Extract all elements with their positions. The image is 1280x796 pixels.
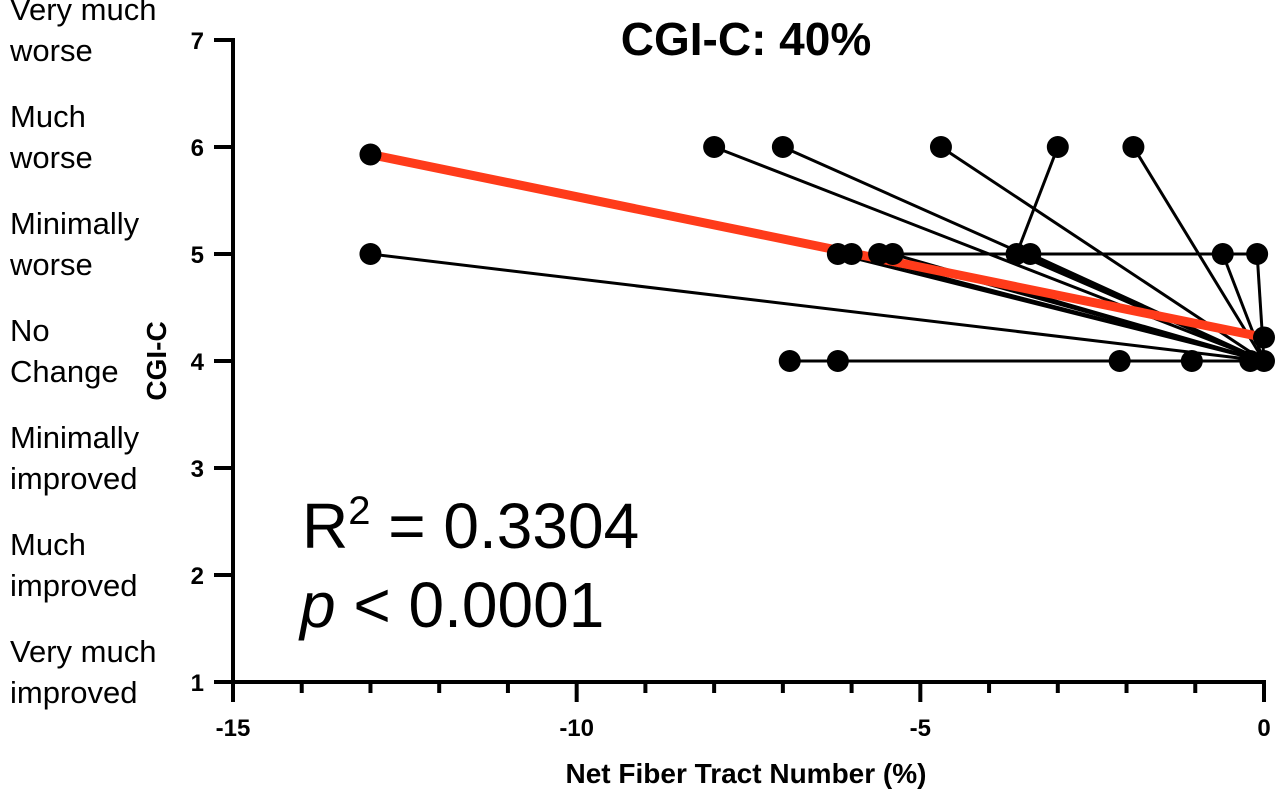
data-segment — [1029, 252, 1265, 363]
data-point — [1246, 243, 1269, 265]
y-tick-label: 7 — [191, 28, 204, 55]
regression-line — [365, 149, 1269, 342]
x-tick-label: -10 — [559, 715, 594, 742]
y-category-label-line2: improved — [10, 461, 138, 496]
data-point — [1122, 136, 1145, 158]
y-tick-label: 6 — [191, 135, 204, 162]
x-tick-label: 0 — [1257, 715, 1270, 742]
y-category-label-line1: Very much — [10, 0, 156, 27]
data-point — [1019, 243, 1042, 265]
x-axis-title: Net Fiber Tract Number (%) — [566, 758, 927, 789]
data-point — [1180, 350, 1203, 372]
p-value: < 0.0001 — [336, 569, 605, 641]
x-tick-label: -5 — [910, 715, 931, 742]
data-point — [771, 136, 794, 158]
y-ticks: 1 2 3 4 5 6 7 — [191, 28, 233, 697]
data-segment — [370, 252, 1265, 363]
y-tick-label: 2 — [191, 563, 204, 590]
data-point — [703, 136, 726, 158]
y-axis-title: CGI-C — [141, 321, 172, 400]
y-tick-label: 5 — [191, 242, 204, 269]
data-point — [359, 143, 382, 166]
y-category-label-line2: worse — [9, 33, 93, 68]
y-category-label-line2: worse — [9, 247, 93, 282]
r2-value: = 0.3304 — [370, 490, 639, 562]
y-tick-label: 4 — [191, 349, 205, 376]
p-value-annotation: p < 0.0001 — [298, 569, 604, 641]
x-ticks: -15 -10 -5 0 — [216, 682, 1271, 742]
data-segment — [1015, 146, 1060, 255]
data-point — [826, 350, 849, 372]
r-squared-annotation: R2 = 0.3304 — [302, 489, 639, 562]
y-category-label-line1: Minimally — [10, 420, 140, 455]
y-tick-label: 1 — [191, 670, 204, 697]
y-tick-label: 3 — [191, 456, 204, 483]
y-category-label-line2: improved — [10, 568, 138, 603]
data-points — [359, 136, 1275, 372]
y-category-label-line1: Much — [10, 527, 86, 562]
data-point — [929, 136, 952, 158]
y-category-label-line1: Very much — [10, 634, 156, 669]
chart-title: CGI-C: 40% — [621, 13, 871, 65]
data-point — [1211, 243, 1234, 265]
data-point — [778, 350, 801, 372]
data-point — [1253, 326, 1275, 349]
data-point — [881, 243, 904, 265]
y-category-label-line2: worse — [9, 140, 93, 175]
y-category-label-line1: Much — [10, 99, 86, 134]
y-category-labels: Very much worse Much worse Minimally worse No C… — [9, 0, 156, 710]
data-point — [1253, 350, 1275, 372]
data-point — [359, 243, 382, 265]
x-tick-label: -15 — [216, 715, 251, 742]
y-category-label-line1: No — [10, 313, 50, 348]
data-point — [840, 243, 863, 265]
data-point — [1046, 136, 1069, 158]
r2-prefix: R — [302, 490, 348, 562]
y-category-label-line2: Change — [10, 354, 119, 389]
regression-line-group — [365, 149, 1269, 342]
y-category-label-line2: improved — [10, 675, 138, 710]
data-point — [1108, 350, 1131, 372]
r2-superscript: 2 — [348, 489, 370, 533]
p-symbol: p — [298, 569, 336, 641]
y-category-label-line1: Minimally — [10, 206, 140, 241]
